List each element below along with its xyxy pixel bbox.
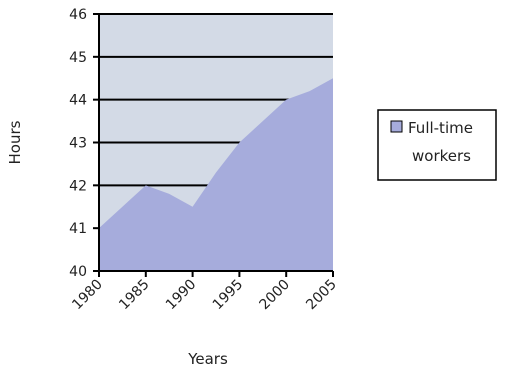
x-tick-label: 1995 [210, 277, 247, 314]
y-tick-label: 42 [69, 178, 87, 194]
x-axis-ticks: 1980 1985 1990 1995 2000 2005 [69, 271, 340, 313]
y-axis-title: Hours [6, 120, 24, 164]
y-tick-label: 45 [69, 50, 87, 66]
x-tick-label: 1980 [69, 277, 106, 314]
legend-swatch [390, 120, 403, 133]
y-axis-ticks: 40 41 42 43 44 45 46 [69, 7, 99, 280]
legend: Full-time workers [377, 109, 497, 181]
legend-label-line2: workers [412, 147, 471, 165]
y-tick-label: 44 [69, 93, 87, 109]
y-tick-label: 43 [69, 136, 87, 152]
x-tick-label: 1985 [116, 277, 153, 314]
y-tick-label: 46 [69, 7, 87, 23]
y-tick-label: 40 [69, 264, 87, 280]
x-tick-label: 2005 [303, 277, 340, 314]
x-axis-title: Years [187, 350, 228, 368]
legend-label-line1: Full-time [408, 119, 473, 137]
x-tick-label: 1990 [163, 277, 200, 314]
series-area-full-time-workers [99, 78, 333, 271]
y-tick-label: 41 [69, 221, 87, 237]
x-tick-label: 2000 [257, 277, 294, 314]
